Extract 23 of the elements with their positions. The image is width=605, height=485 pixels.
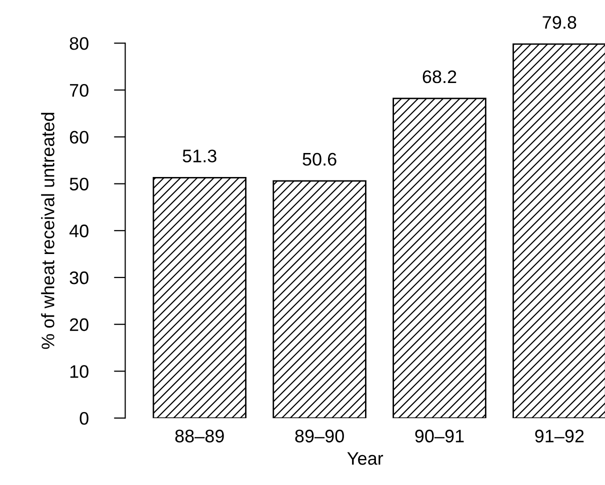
x-tick-label: 89–90 — [295, 430, 344, 442]
bar — [272, 180, 366, 418]
data-label: 79.8 — [542, 16, 576, 29]
bar — [392, 98, 486, 418]
y-tick-label: 80 — [70, 37, 88, 50]
y-tick-label: 50 — [70, 178, 88, 190]
y-tick-label: 0 — [80, 412, 88, 425]
x-tick-label: 91–92 — [535, 430, 584, 442]
y-tick-label: 20 — [70, 318, 88, 332]
x-axis-title: Year — [347, 452, 384, 465]
y-tick-label: 30 — [70, 271, 88, 284]
y-axis-title: % of wheat receival untreated — [41, 112, 54, 349]
data-label: 50.6 — [302, 152, 336, 166]
data-label: 51.3 — [182, 150, 216, 162]
y-tick-label: 40 — [69, 224, 88, 238]
y-tick-label: 60 — [70, 130, 88, 144]
y-tick-label: 70 — [70, 84, 88, 97]
x-tick-label: 90–91 — [415, 430, 464, 442]
bar — [512, 43, 605, 418]
x-tick-label: 88–89 — [175, 430, 224, 442]
bar — [152, 176, 246, 418]
y-tick-label: 10 — [70, 365, 88, 378]
data-label: 68.2 — [422, 70, 456, 84]
